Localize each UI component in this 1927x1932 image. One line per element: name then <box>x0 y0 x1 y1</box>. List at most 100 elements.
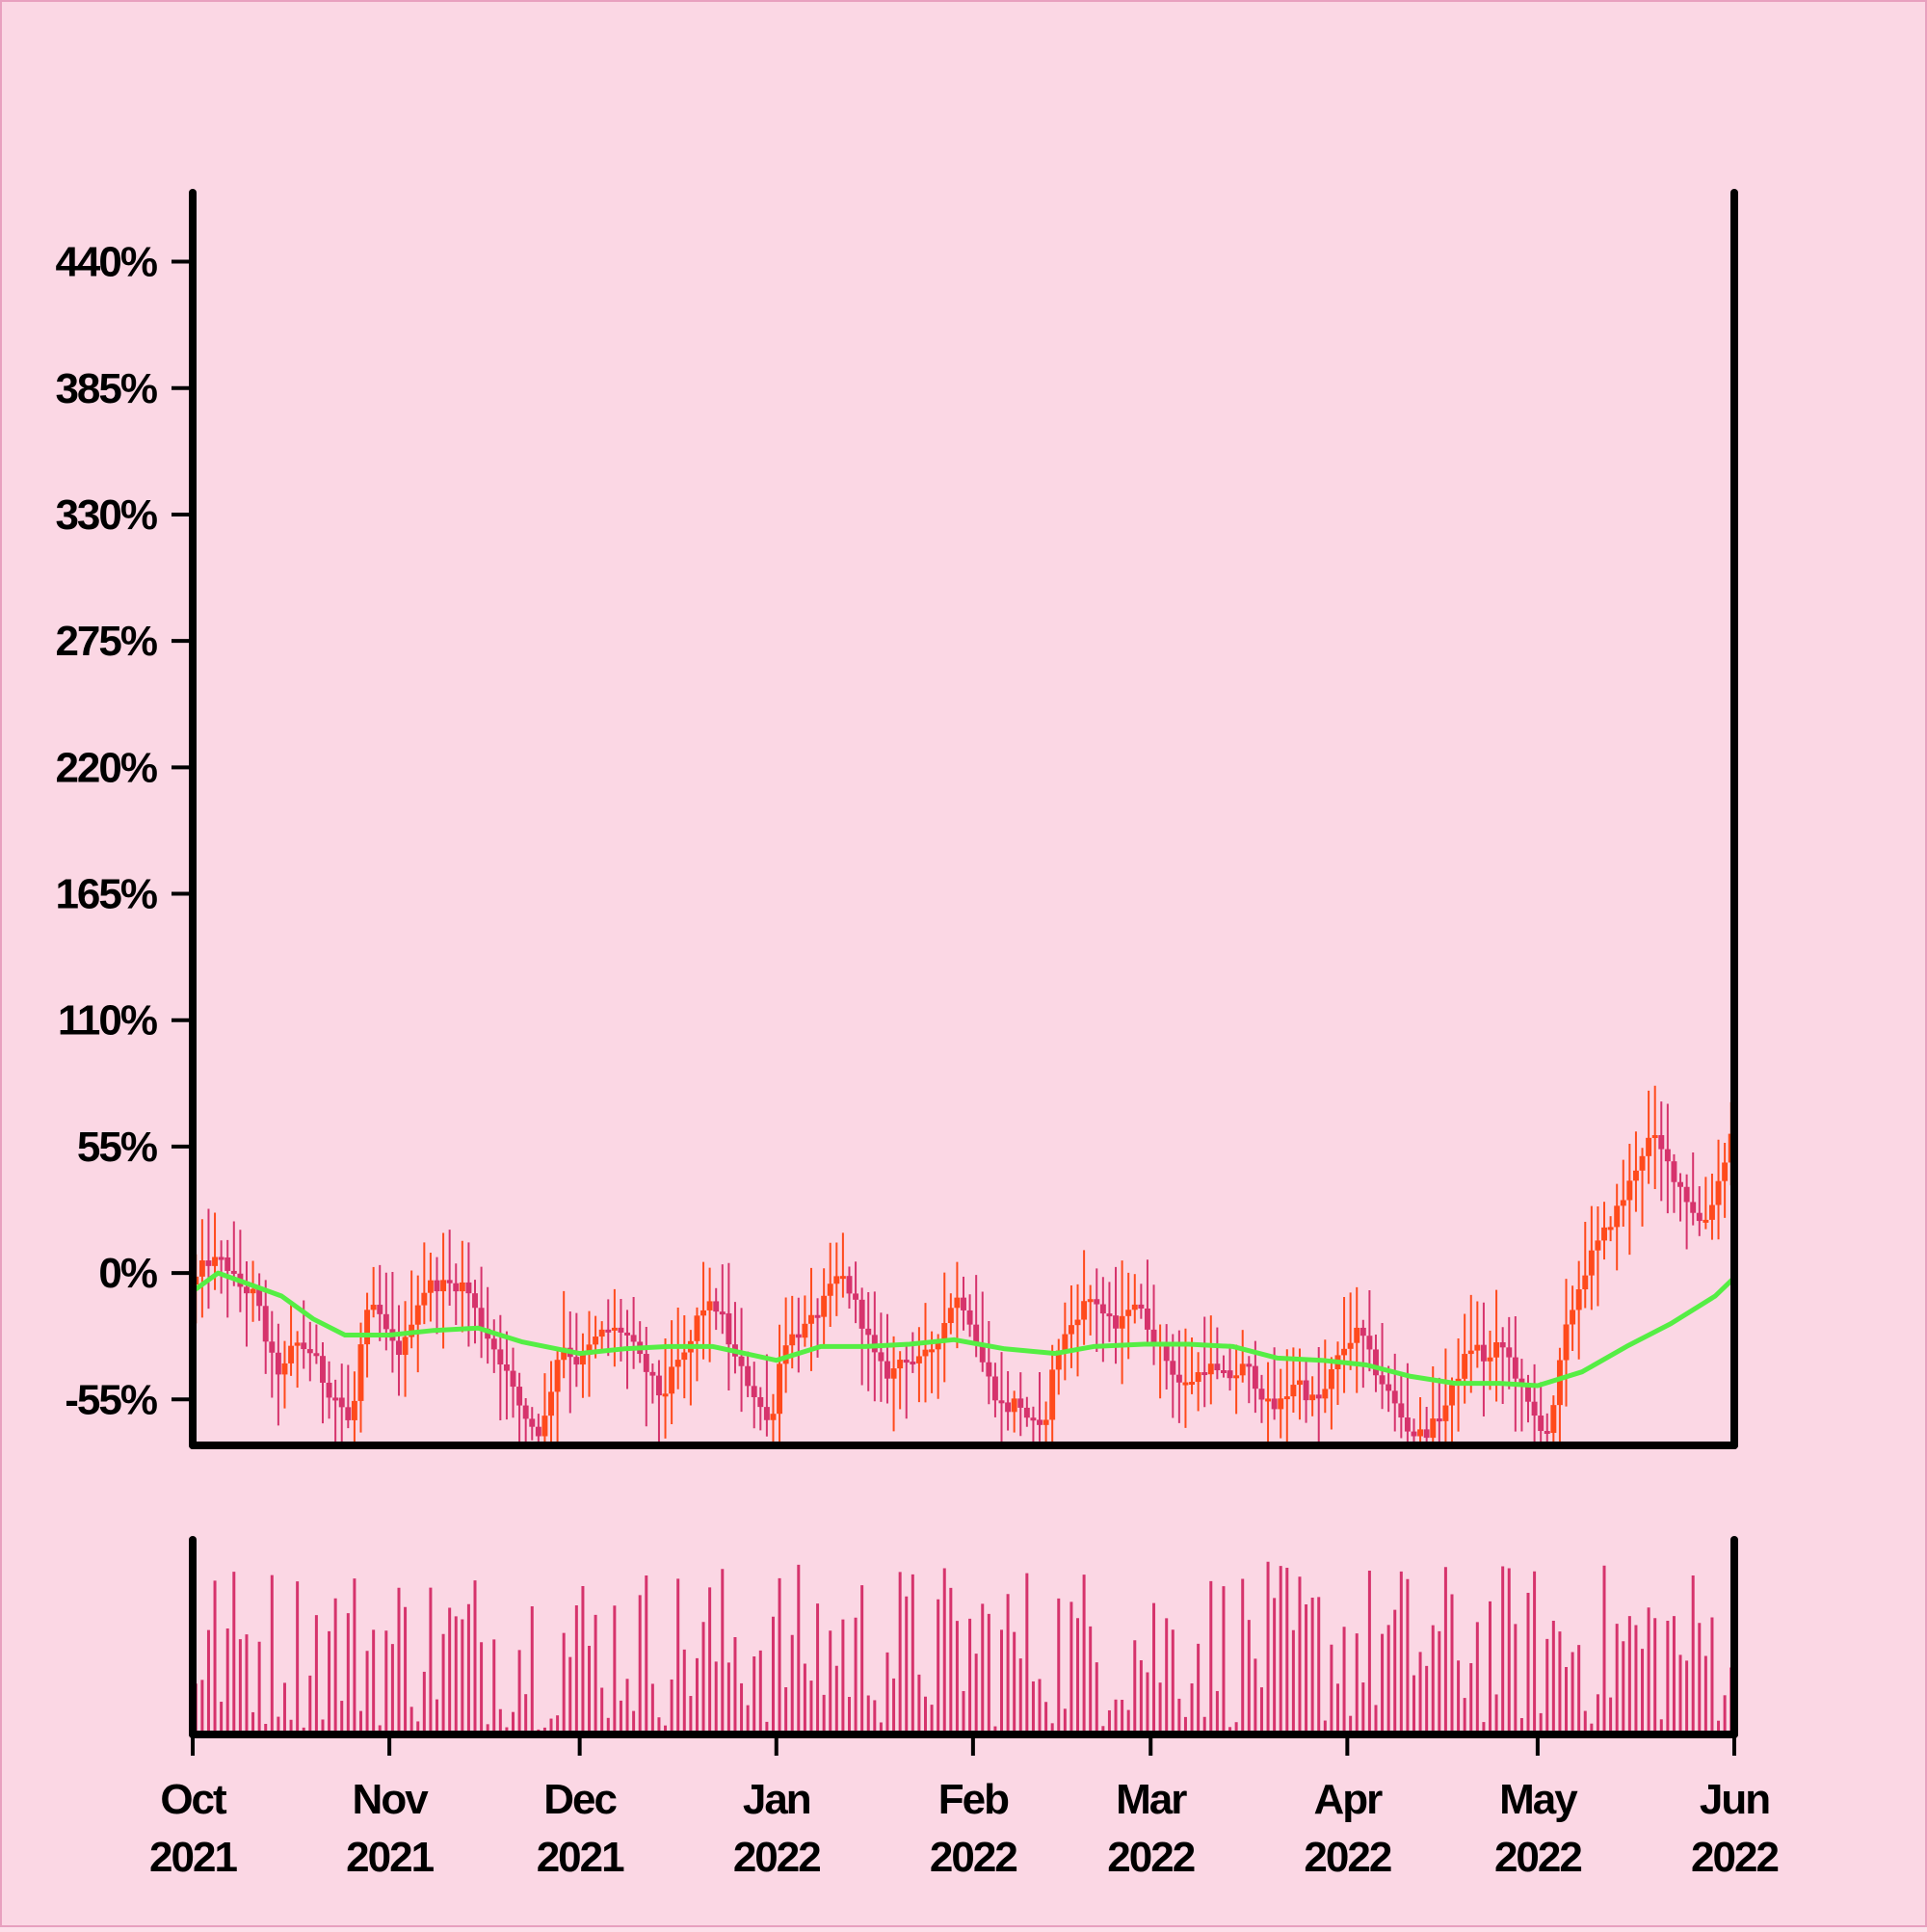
candle-body <box>446 1280 453 1284</box>
candle-body <box>1125 1310 1132 1316</box>
x-tick-month: Nov <box>353 1776 430 1823</box>
candle-body <box>1703 1219 1709 1223</box>
candle-body <box>1632 1170 1639 1181</box>
candle-body <box>1252 1365 1258 1389</box>
candle-body <box>839 1276 846 1280</box>
candle-body <box>1359 1327 1366 1337</box>
candle-body <box>396 1340 402 1356</box>
candle-body <box>1011 1398 1017 1413</box>
candle-body <box>674 1360 681 1367</box>
x-tick-year: 2022 <box>930 1834 1016 1881</box>
candle-body <box>1690 1202 1697 1213</box>
candle-body <box>700 1310 707 1316</box>
candle-body <box>871 1335 878 1353</box>
candle-body <box>1722 1162 1729 1181</box>
candle-body <box>275 1352 281 1375</box>
candle-body <box>1315 1394 1322 1399</box>
y-tick-label: -55% <box>65 1376 157 1423</box>
candle-body <box>1570 1310 1576 1325</box>
candle-body <box>827 1284 833 1296</box>
candle-body <box>1404 1417 1411 1432</box>
candle-body <box>383 1313 389 1330</box>
y-axis-ticks: -55% 0% 55% 110% 165% 220% 275% 330% 385% 440% <box>55 239 193 1423</box>
candle-body <box>1150 1329 1157 1343</box>
candle-body <box>966 1310 973 1325</box>
candle-body <box>522 1405 529 1419</box>
candle-body <box>313 1353 320 1357</box>
candle-body <box>1626 1180 1633 1201</box>
candle-body <box>1347 1342 1354 1349</box>
candle-body <box>434 1280 440 1292</box>
candle-body <box>1664 1149 1671 1162</box>
candle-body <box>1525 1385 1531 1402</box>
y-tick-label: 330% <box>55 491 156 539</box>
candle-body <box>1493 1341 1500 1358</box>
candle-body <box>1074 1319 1081 1326</box>
candle-body <box>503 1364 510 1371</box>
candle-body <box>1214 1363 1221 1371</box>
candle-body <box>814 1314 821 1318</box>
y-tick-label: 220% <box>55 744 156 791</box>
candle-body <box>1651 1135 1658 1139</box>
candle-body <box>1614 1205 1621 1228</box>
candle-body <box>205 1260 212 1266</box>
candle-body <box>1170 1361 1176 1375</box>
candle-body <box>1049 1369 1056 1420</box>
candle-body <box>1081 1301 1088 1320</box>
candle-body <box>497 1349 504 1365</box>
y-tick-label: 0% <box>98 1250 156 1297</box>
candle-body <box>878 1352 884 1362</box>
candle-body <box>1246 1363 1253 1367</box>
y-tick-label: 385% <box>55 365 156 412</box>
candle-body <box>751 1386 757 1397</box>
candle-body <box>1328 1368 1334 1389</box>
candle-body <box>1283 1396 1290 1400</box>
candle-body <box>961 1297 966 1310</box>
candle-body <box>1411 1431 1417 1437</box>
candle-body <box>338 1397 345 1408</box>
x-tick-month: Jun <box>1700 1776 1769 1823</box>
candle-body <box>1258 1389 1265 1400</box>
candle-body <box>669 1366 675 1394</box>
candle-body <box>1582 1275 1589 1290</box>
candle-body <box>370 1305 377 1310</box>
candle-body <box>427 1280 434 1293</box>
candle-body <box>738 1356 745 1366</box>
candle-body <box>1620 1200 1626 1206</box>
candle-body <box>1556 1360 1563 1406</box>
x-tick-year: 2022 <box>1304 1834 1390 1881</box>
candle-body <box>941 1323 948 1343</box>
volume-bars <box>194 1561 1733 1732</box>
candle-body <box>777 1363 783 1415</box>
candle-body <box>808 1314 814 1324</box>
candle-body <box>1658 1135 1665 1150</box>
candle-body <box>351 1400 357 1420</box>
candle-body <box>561 1347 568 1361</box>
candle-body <box>281 1363 288 1375</box>
candle-body <box>1671 1161 1677 1182</box>
candle-body <box>782 1345 789 1364</box>
candle-body <box>472 1293 478 1309</box>
candle-body <box>1563 1324 1570 1361</box>
candle-body <box>1499 1341 1506 1348</box>
candle-body <box>230 1270 237 1274</box>
candle-body <box>979 1344 986 1363</box>
candle-body <box>465 1282 472 1294</box>
candle-body <box>485 1328 491 1339</box>
candle-body <box>1550 1405 1557 1434</box>
candle-body <box>821 1295 828 1317</box>
candle-body <box>1030 1417 1037 1421</box>
candle-body <box>935 1342 941 1350</box>
candle-body <box>789 1334 796 1346</box>
candle-body <box>1099 1304 1106 1314</box>
candle-body <box>256 1288 263 1307</box>
candle-body <box>1297 1380 1303 1386</box>
candle-body <box>643 1354 649 1372</box>
candle-body <box>1233 1375 1240 1379</box>
candle-body <box>649 1371 656 1376</box>
candle-body <box>1290 1385 1297 1397</box>
x-tick-month: May <box>1499 1776 1578 1823</box>
candle-body <box>586 1344 593 1355</box>
candle-body <box>218 1257 224 1260</box>
